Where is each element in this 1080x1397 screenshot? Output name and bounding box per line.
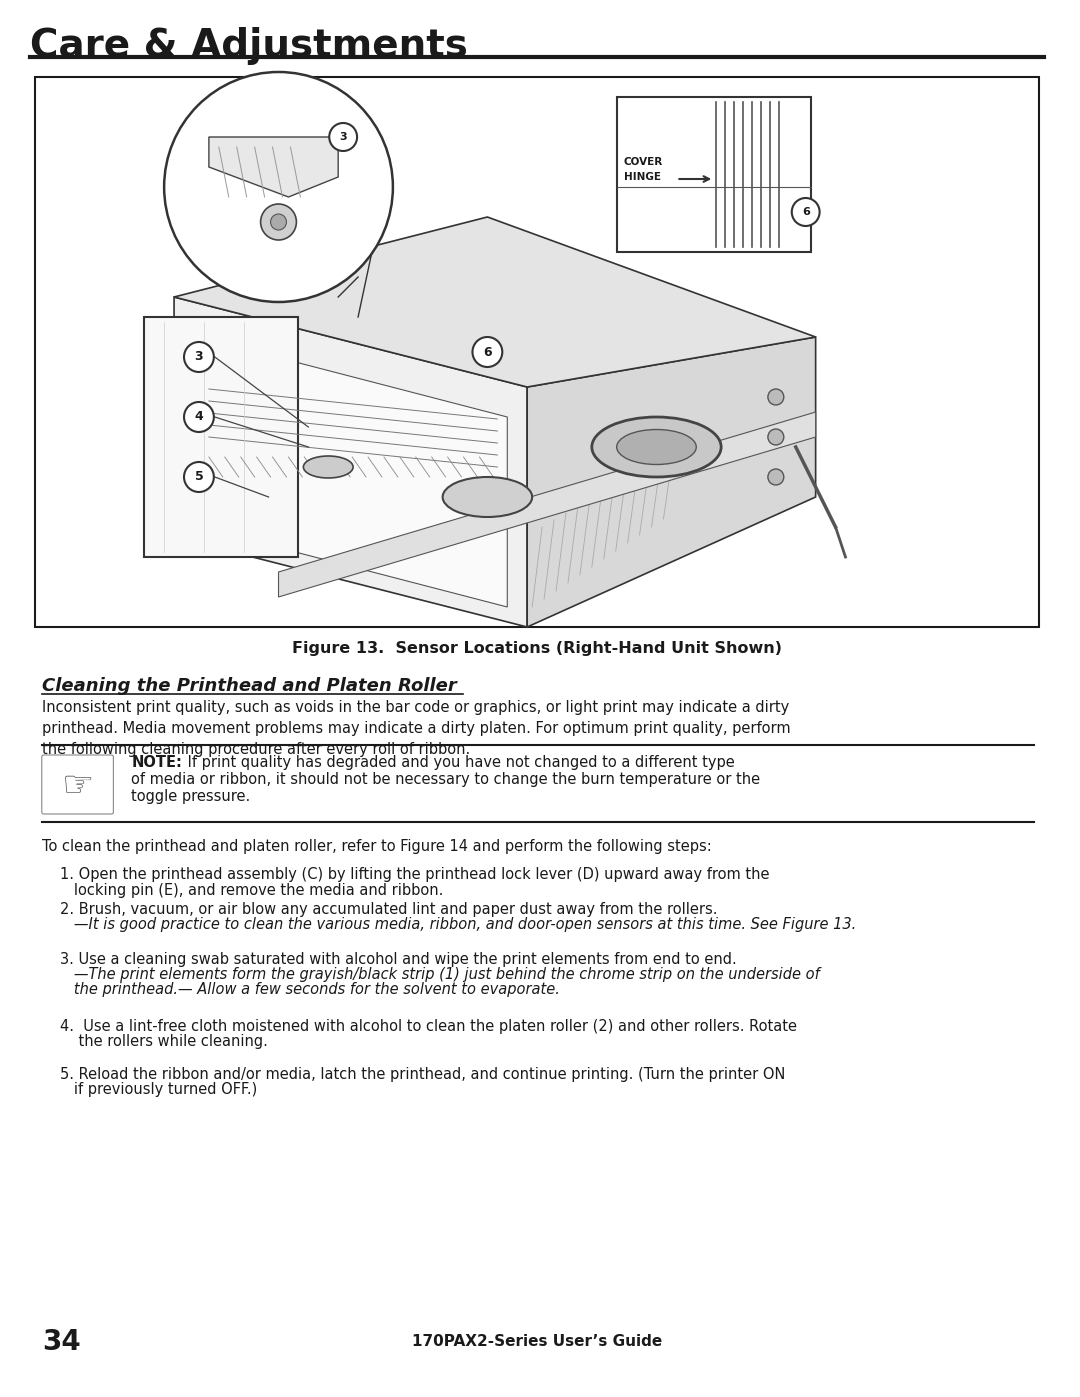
Text: 6: 6	[483, 345, 491, 359]
Text: of media or ribbon, it should not be necessary to change the burn temperature or: of media or ribbon, it should not be nec…	[132, 773, 760, 787]
Text: 2. Brush, vacuum, or air blow any accumulated lint and paper dust away from the : 2. Brush, vacuum, or air blow any accumu…	[59, 902, 717, 916]
Polygon shape	[208, 137, 338, 197]
Text: locking pin (E), and remove the media and ribbon.: locking pin (E), and remove the media an…	[59, 883, 443, 898]
Circle shape	[184, 402, 214, 432]
Ellipse shape	[617, 429, 697, 464]
Text: 3. Use a cleaning swab saturated with alcohol and wipe the print elements from e: 3. Use a cleaning swab saturated with al…	[59, 951, 737, 967]
Polygon shape	[174, 298, 527, 627]
Text: 5: 5	[194, 471, 203, 483]
Text: 34: 34	[42, 1329, 81, 1356]
Text: 5. Reload the ribbon and/or media, latch the printhead, and continue printing. (: 5. Reload the ribbon and/or media, latch…	[59, 1067, 785, 1083]
Circle shape	[768, 388, 784, 405]
Text: 4.  Use a lint-free cloth moistened with alcohol to clean the platen roller (2) : 4. Use a lint-free cloth moistened with …	[59, 1018, 797, 1034]
Text: Inconsistent print quality, such as voids in the bar code or graphics, or light : Inconsistent print quality, such as void…	[42, 700, 791, 757]
Circle shape	[768, 469, 784, 485]
Text: ☞: ☞	[62, 768, 94, 802]
Circle shape	[184, 342, 214, 372]
Text: 6: 6	[801, 207, 810, 217]
Ellipse shape	[303, 455, 353, 478]
Circle shape	[271, 214, 286, 231]
Bar	[35, 77, 1039, 627]
Polygon shape	[527, 337, 815, 627]
Text: —It is good practice to clean the various media, ribbon, and door-open sensors a: —It is good practice to clean the variou…	[59, 916, 856, 932]
Text: NOTE:: NOTE:	[132, 754, 183, 770]
Circle shape	[184, 462, 214, 492]
Polygon shape	[279, 412, 815, 597]
Text: Care & Adjustments: Care & Adjustments	[30, 27, 468, 66]
Text: If print quality has degraded and you have not changed to a different type: If print quality has degraded and you ha…	[183, 754, 734, 770]
Text: the printhead.— Allow a few seconds for the solvent to evaporate.: the printhead.— Allow a few seconds for …	[59, 982, 559, 997]
Text: 3: 3	[194, 351, 203, 363]
Circle shape	[164, 73, 393, 302]
Text: the rollers while cleaning.: the rollers while cleaning.	[59, 1034, 268, 1049]
Ellipse shape	[443, 476, 532, 517]
Text: 1. Open the printhead assembly (C) by lifting the printhead lock lever (D) upwar: 1. Open the printhead assembly (C) by li…	[59, 868, 769, 882]
FancyBboxPatch shape	[42, 754, 113, 814]
Bar	[145, 317, 298, 557]
Text: 3: 3	[339, 131, 347, 142]
Circle shape	[329, 123, 357, 151]
Text: HINGE: HINGE	[623, 172, 661, 182]
Text: COVER: COVER	[623, 156, 663, 168]
Circle shape	[792, 198, 820, 226]
Text: Cleaning the Printhead and Platen Roller: Cleaning the Printhead and Platen Roller	[42, 678, 457, 694]
Text: toggle pressure.: toggle pressure.	[132, 789, 251, 805]
Circle shape	[260, 204, 296, 240]
Circle shape	[472, 337, 502, 367]
Ellipse shape	[592, 416, 721, 476]
Polygon shape	[174, 217, 815, 387]
Text: Figure 13.  Sensor Locations (Right-Hand Unit Shown): Figure 13. Sensor Locations (Right-Hand …	[292, 641, 782, 657]
Text: To clean the printhead and platen roller, refer to Figure 14 and perform the fol: To clean the printhead and platen roller…	[42, 840, 712, 854]
Text: 170PAX2-Series User’s Guide: 170PAX2-Series User’s Guide	[411, 1334, 662, 1350]
Bar	[617, 96, 811, 251]
Polygon shape	[199, 337, 508, 608]
Circle shape	[768, 429, 784, 446]
Text: —The print elements form the grayish/black strip (1) just behind the chrome stri: —The print elements form the grayish/bla…	[59, 967, 820, 982]
Text: if previously turned OFF.): if previously turned OFF.)	[59, 1083, 257, 1097]
Text: 4: 4	[194, 411, 203, 423]
